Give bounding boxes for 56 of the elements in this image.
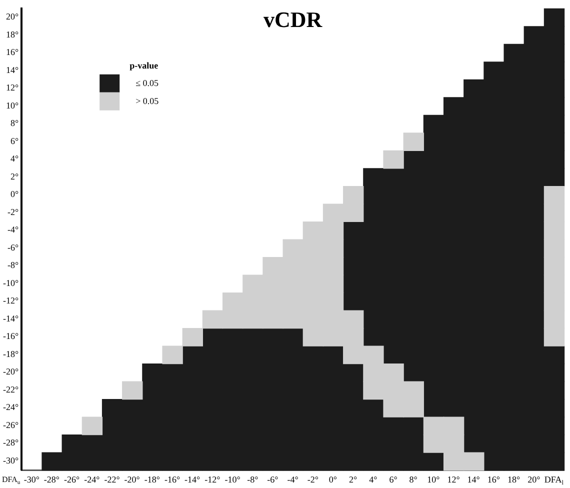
y-tick-label: 0°: [10, 189, 19, 200]
y-tick-label: -28°: [2, 438, 19, 448]
x-tick-label: -6°: [267, 474, 279, 484]
y-tick-label: -8°: [7, 260, 19, 270]
x-tick-label: 14°: [467, 474, 480, 484]
x-tick-label: -18°: [144, 474, 160, 484]
y-tick-label: 2°: [10, 171, 19, 182]
x-tick-label: -2°: [307, 474, 319, 484]
y-tick-label: 20°: [6, 12, 19, 22]
x-tick-label: 6°: [389, 474, 398, 484]
y-tick-label: 10°: [6, 100, 19, 110]
y-tick-label: -2°: [7, 206, 19, 217]
y-tick-label: -14°: [2, 313, 19, 324]
x-tick-label: 10°: [427, 474, 440, 484]
y-tick-label: -18°: [2, 348, 19, 359]
y-tick-label: -22°: [2, 384, 19, 394]
x-tick-label: 12°: [447, 474, 460, 484]
y-tick-label: -4°: [7, 224, 19, 235]
y-tick-label: 6°: [10, 136, 19, 146]
y-tick-label: -10°: [2, 278, 19, 288]
y-tick-label: -20°: [2, 366, 19, 377]
x-tick-label: -22°: [104, 474, 120, 484]
y-tick-label: -30°: [2, 455, 19, 466]
x-tick-label: -14°: [184, 474, 201, 484]
x-tick-label: 20°: [528, 474, 541, 484]
x-tick-label: -24°: [84, 474, 100, 484]
y-tick-label: 18°: [6, 29, 19, 40]
x-tick-label: 18°: [507, 474, 520, 484]
x-tick-label: 8°: [409, 474, 418, 484]
x-tick-label: -8°: [247, 474, 259, 484]
x-tick-label: -30°: [24, 474, 40, 484]
y-tick-label: -26°: [2, 420, 19, 430]
x-tick-label: -16°: [164, 474, 180, 484]
y-tick-label: 12°: [6, 82, 19, 93]
x-tick-label: 4°: [369, 474, 378, 484]
x-tick-label: -20°: [124, 474, 140, 484]
x-tick-label: -28°: [44, 474, 60, 484]
y-tick-label: 16°: [6, 47, 19, 58]
x-tick-label: -12°: [204, 474, 221, 484]
legend-title: p-value: [130, 60, 158, 71]
y-tick-label: -12°: [2, 296, 19, 306]
y-tick-label: 8°: [10, 118, 19, 128]
x-tick-label: 2°: [349, 474, 358, 484]
legend-label: > 0.05: [136, 96, 160, 106]
x-tick-label: 16°: [487, 474, 500, 484]
x-tick-label: -10°: [224, 474, 241, 484]
chart-title: vCDR: [263, 7, 324, 32]
y-tick-label: 4°: [10, 154, 19, 164]
y-tick-label: -24°: [2, 402, 19, 412]
y-tick-label: -16°: [2, 331, 19, 342]
y-tick-label: 14°: [6, 64, 19, 75]
x-tick-label: 0°: [328, 474, 338, 484]
x-tick-label: -4°: [287, 474, 299, 484]
legend-label: ≤ 0.05: [136, 78, 160, 88]
x-tick-label: -26°: [64, 474, 80, 484]
y-tick-label: -6°: [7, 242, 19, 252]
